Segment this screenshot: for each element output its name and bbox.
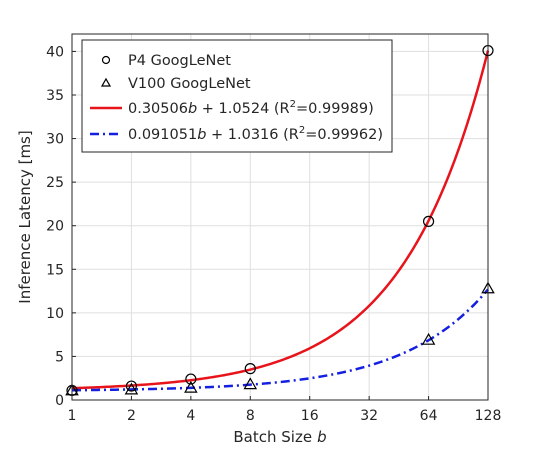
x-tick-label: 64	[420, 408, 438, 424]
legend-entry: 0.30506b + 1.0524 (R2=0.99989)	[90, 99, 374, 117]
legend-entry: V100 GoogLeNet	[100, 76, 251, 92]
circle-marker-icon	[101, 55, 111, 65]
legend-label: V100 GoogLeNet	[128, 76, 251, 92]
triangle-marker-icon	[100, 77, 112, 87]
y-tick-label: 10	[46, 306, 64, 322]
x-tick-label: 4	[186, 408, 195, 424]
y-tick-label: 5	[55, 349, 64, 365]
y-tick-label: 20	[46, 219, 64, 235]
y-axis-label: Inference Latency [ms]	[16, 130, 34, 303]
v100-data-point	[124, 382, 139, 395]
v100-data-point	[184, 380, 198, 393]
legend: P4 GoogLeNet V100 GoogLeNet 0.30506b + 1.0…	[81, 39, 393, 153]
legend-entry: P4 GoogLeNet	[101, 53, 231, 69]
legend-label: 0.091051b + 1.0316 (R2=0.99962)	[128, 125, 383, 143]
y-tick-label: 0	[55, 393, 64, 409]
legend-entry: 0.091051b + 1.0316 (R2=0.99962)	[90, 125, 383, 143]
x-tick-label: 16	[301, 408, 319, 424]
x-tick-label: 128	[475, 408, 502, 424]
legend-label: P4 GoogLeNet	[128, 53, 231, 69]
y-tick-label: 30	[46, 132, 64, 148]
x-tick-label: 1	[68, 408, 77, 424]
legend-label: 0.30506b + 1.0524 (R2=0.99989)	[128, 99, 374, 117]
y-tick-label: 35	[46, 88, 64, 104]
p4-data-point	[422, 215, 435, 227]
legend-box	[81, 39, 393, 153]
y-tick-label: 40	[46, 44, 64, 60]
p4-data-point	[125, 380, 138, 392]
v100-data-point	[243, 377, 258, 390]
x-axis-label: Batch Size b	[233, 428, 326, 446]
x-tick-label: 32	[360, 408, 378, 424]
plot-frame	[71, 33, 489, 401]
fit-line	[71, 50, 490, 390]
x-tick-label: 8	[246, 408, 255, 424]
x-tick-label: 2	[127, 408, 136, 424]
fit-lines	[71, 50, 490, 392]
y-tick-label: 25	[46, 175, 64, 191]
y-tick-label: 15	[46, 262, 64, 278]
v100-data-point	[421, 332, 436, 345]
axis-ticks: 1 2 4 8 16 32 64 128 0 5 10 15 20 25 30 35 40	[46, 44, 501, 424]
p4-data-point	[244, 363, 256, 375]
p4-data-point	[185, 373, 197, 385]
